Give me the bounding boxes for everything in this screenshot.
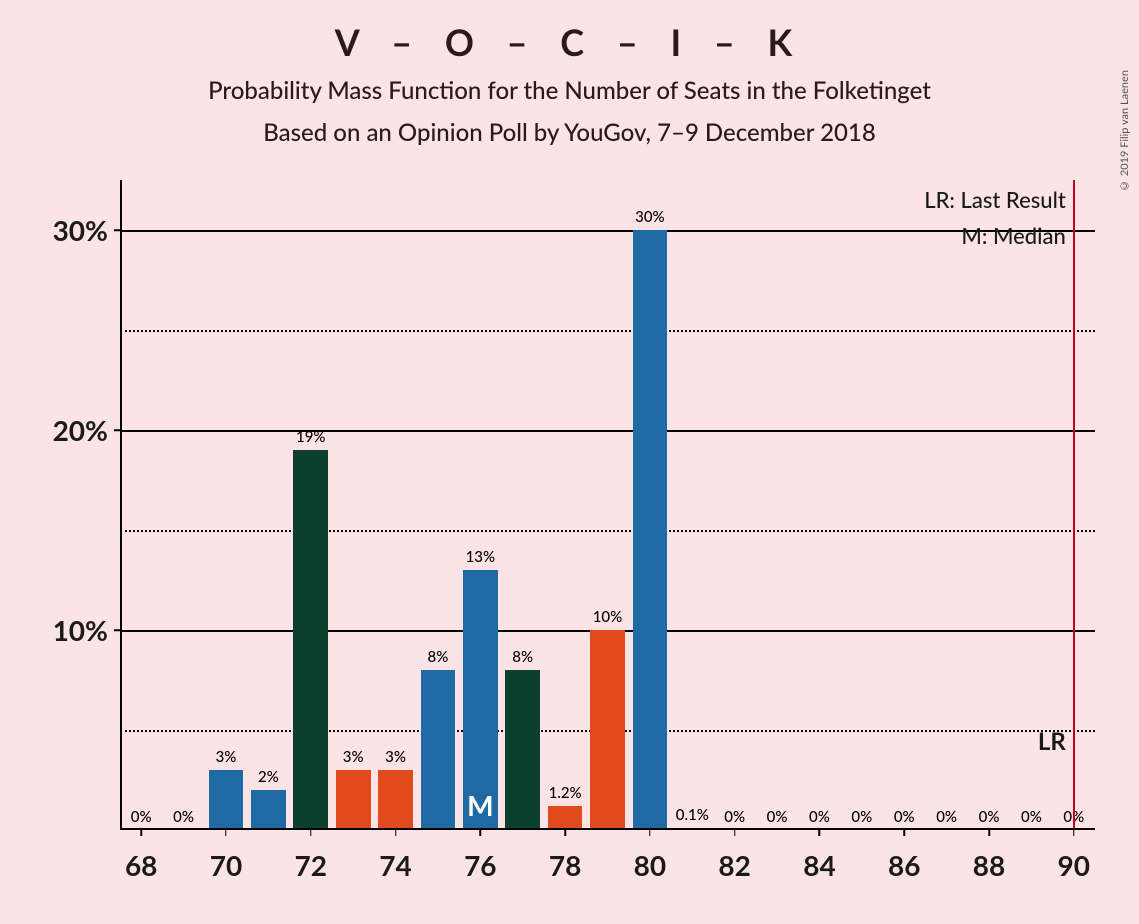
x-axis [120, 828, 1095, 830]
major-gridline [120, 230, 1095, 232]
chart-subtitle-2: Based on an Opinion Poll by YouGov, 7–9 … [0, 118, 1139, 147]
x-tick-mark [140, 830, 142, 836]
y-axis [120, 180, 122, 830]
chart-subtitle-1: Probability Mass Function for the Number… [0, 76, 1139, 105]
bar-value-label: 10% [593, 608, 623, 626]
x-tick-mark [819, 830, 821, 836]
bar-value-label: 1.2% [549, 784, 582, 802]
bar-value-label: 0% [767, 808, 788, 826]
bar: 10% [590, 630, 625, 830]
x-axis-label: 72 [295, 848, 327, 882]
y-axis-label: 20% [53, 413, 108, 447]
median-marker: M [467, 788, 493, 822]
minor-gridline [120, 530, 1095, 532]
y-axis-label: 30% [53, 213, 108, 247]
x-axis-label: 82 [718, 848, 750, 882]
chart-title: V – O – C – I – K [0, 20, 1139, 64]
last-result-line [1073, 180, 1075, 830]
bar-value-label: 30% [635, 208, 665, 226]
x-tick-mark [1073, 830, 1075, 836]
y-axis-label: 10% [53, 613, 108, 647]
x-axis-label: 78 [549, 848, 581, 882]
bar-value-label: 2% [258, 768, 279, 786]
bar: 3% [336, 770, 371, 830]
bar-value-label: 0% [724, 808, 745, 826]
x-axis-label: 76 [464, 848, 496, 882]
x-axis-label: 70 [210, 848, 242, 882]
bar-value-label: 0% [894, 808, 915, 826]
bar-value-label: 8% [512, 648, 533, 666]
bar: 30% [633, 230, 668, 830]
x-tick-mark [225, 830, 227, 836]
legend-median: M: Median [961, 222, 1065, 249]
bar: 8% [421, 670, 456, 830]
bar-value-label: 13% [466, 548, 496, 566]
bar: 3% [209, 770, 244, 830]
bar-value-label: 0% [1021, 808, 1042, 826]
bar: 19% [293, 450, 328, 830]
x-axis-label: 88 [973, 848, 1005, 882]
x-axis-label: 80 [634, 848, 666, 882]
last-result-label: LR [1038, 727, 1066, 756]
x-tick-mark [649, 830, 651, 836]
x-tick-mark [988, 830, 990, 836]
bar: 13%M [463, 570, 498, 830]
x-tick-mark [734, 830, 736, 836]
legend-last-result: LR: Last Result [924, 186, 1066, 213]
x-tick-mark [903, 830, 905, 836]
x-axis-label: 84 [803, 848, 835, 882]
minor-gridline [120, 330, 1095, 332]
bar-value-label: 0.1% [676, 806, 709, 824]
x-axis-label: 68 [125, 848, 157, 882]
x-axis-label: 90 [1058, 848, 1090, 882]
major-gridline [120, 430, 1095, 432]
bar: 8% [505, 670, 540, 830]
bar-value-label: 0% [936, 808, 957, 826]
bar-value-label: 3% [216, 748, 237, 766]
bar: 2% [251, 790, 286, 830]
x-tick-mark [480, 830, 482, 836]
bar-value-label: 0% [979, 808, 1000, 826]
bar-value-label: 0% [173, 808, 194, 826]
x-tick-mark [564, 830, 566, 836]
bar-value-label: 19% [296, 428, 326, 446]
chart-container: V – O – C – I – K Probability Mass Funct… [0, 0, 1139, 924]
x-tick-mark [310, 830, 312, 836]
bar-value-label: 3% [343, 748, 364, 766]
bar: 3% [378, 770, 413, 830]
plot-area: 10%20%30%6870727476788082848688900%0%3%2… [120, 180, 1095, 830]
bar: 1.2% [548, 806, 583, 830]
bar-value-label: 3% [385, 748, 406, 766]
bar-value-label: 0% [851, 808, 872, 826]
bar-value-label: 0% [131, 808, 152, 826]
x-axis-label: 74 [379, 848, 411, 882]
bar-value-label: 0% [809, 808, 830, 826]
x-axis-label: 86 [888, 848, 920, 882]
copyright-text: © 2019 Filip van Laenen [1118, 70, 1131, 192]
bar-value-label: 8% [428, 648, 449, 666]
x-tick-mark [395, 830, 397, 836]
